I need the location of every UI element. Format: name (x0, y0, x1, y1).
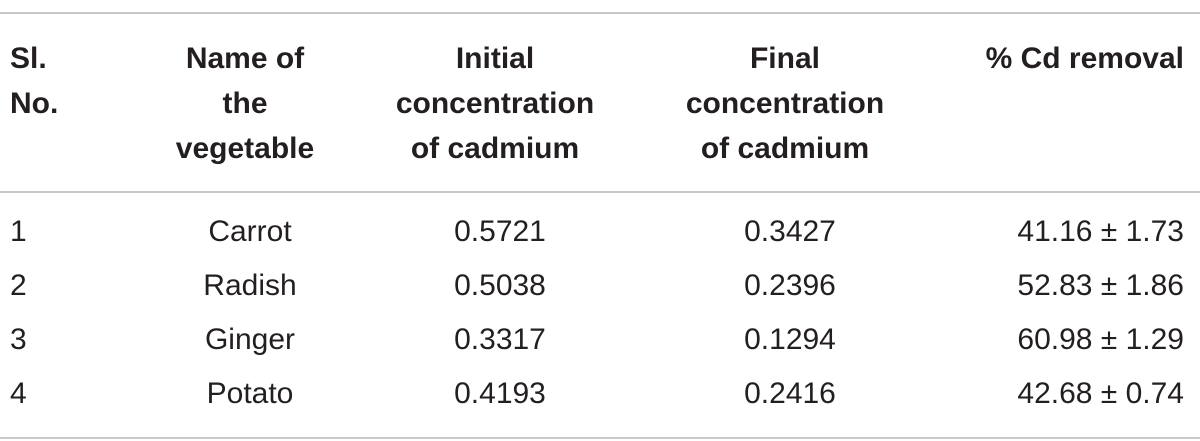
header-name: Name of the vegetable (175, 42, 315, 165)
table-header: Sl. No. Name of the vegetable Initial co… (0, 13, 1200, 192)
cell-cd-removal: 52.83 ± 1.86 (1017, 269, 1184, 302)
cell-vegetable-name: Radish (203, 269, 297, 302)
cell-initial-concentration: 0.5721 (454, 215, 546, 248)
cell-vegetable-name: Potato (206, 377, 294, 410)
cell-cd-removal: 42.68 ± 0.74 (1017, 377, 1184, 410)
header-initial-concentration: Initial concentration of cadmium (395, 42, 595, 165)
cell-vegetable-name: Carrot (208, 215, 292, 248)
cell-initial-concentration: 0.3317 (454, 323, 546, 356)
cell-sl-no: 2 (10, 269, 27, 302)
header-cd-removal: % Cd removal (985, 42, 1184, 75)
cadmium-removal-table: Sl. No. Name of the vegetable Initial co… (0, 12, 1200, 439)
table-row: 1 Carrot 0.5721 0.3427 41.16 ± 1.73 (0, 192, 1200, 259)
cell-cd-removal: 60.98 ± 1.29 (1017, 323, 1184, 356)
cell-initial-concentration: 0.4193 (454, 377, 546, 410)
header-final-concentration: Final concentration of cadmium (685, 42, 885, 165)
cell-sl-no: 3 (10, 323, 27, 356)
header-row: Sl. No. Name of the vegetable Initial co… (0, 13, 1200, 192)
cell-cd-removal: 41.16 ± 1.73 (1017, 215, 1184, 248)
cell-final-concentration: 0.3427 (744, 215, 836, 248)
table-body: 1 Carrot 0.5721 0.3427 41.16 ± 1.73 2 Radish 0.… (0, 192, 1200, 438)
cell-final-concentration: 0.2396 (744, 269, 836, 302)
table-row: 2 Radish 0.5038 0.2396 52.83 ± 1.86 (0, 259, 1200, 313)
table-row: 3 Ginger 0.3317 0.1294 60.98 ± 1.29 (0, 313, 1200, 367)
cell-final-concentration: 0.2416 (744, 377, 836, 410)
cell-final-concentration: 0.1294 (744, 323, 836, 356)
header-sl-no: Sl. No. (10, 42, 59, 120)
table-row: 4 Potato 0.4193 0.2416 42.68 ± 0.74 (0, 367, 1200, 438)
cell-vegetable-name: Ginger (204, 323, 296, 356)
cell-sl-no: 4 (10, 377, 27, 410)
cell-sl-no: 1 (10, 215, 27, 248)
cell-initial-concentration: 0.5038 (454, 269, 546, 302)
